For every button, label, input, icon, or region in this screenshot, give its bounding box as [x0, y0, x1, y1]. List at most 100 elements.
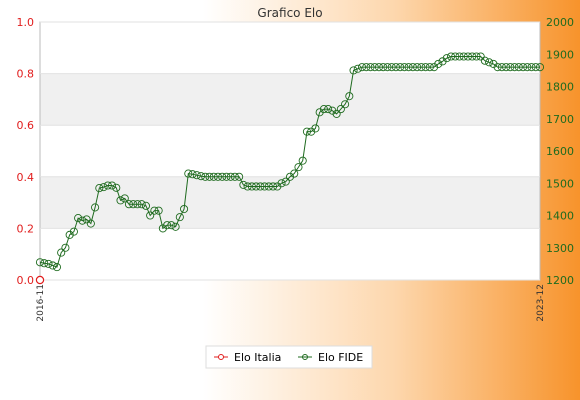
elo-fide-point: [252, 182, 261, 191]
right-tick-label: 1900: [546, 48, 574, 61]
right-tick-label: 1700: [546, 113, 574, 126]
elo-fide-point: [243, 182, 252, 191]
elo-fide-point: [468, 52, 477, 61]
elo-italia-point: [35, 275, 45, 285]
elo-fide-point: [137, 200, 146, 209]
elo-fide-point: [184, 169, 193, 178]
elo-fide-point: [519, 63, 528, 72]
elo-fide-point: [404, 63, 413, 72]
elo-fide-point: [383, 63, 392, 72]
elo-fide-point: [192, 171, 201, 180]
elo-fide-point: [421, 63, 430, 72]
elo-fide-point: [531, 63, 540, 72]
elo-fide-point: [99, 183, 108, 192]
right-tick-label: 2000: [546, 16, 574, 29]
series-elo-italia: [35, 275, 45, 285]
elo-fide-point: [353, 64, 362, 73]
legend-box: [205, 345, 373, 369]
elo-fide-point: [332, 109, 341, 118]
elo-fide-point: [408, 63, 417, 72]
elo-fide-point: [44, 259, 53, 268]
elo-fide-point: [230, 172, 239, 181]
grid-bands: [40, 21, 540, 281]
elo-fide-point: [91, 203, 100, 212]
elo-fide-point: [213, 172, 223, 181]
elo-fide-point: [235, 172, 244, 181]
elo-fide-point: [476, 52, 485, 61]
elo-fide-point: [154, 206, 163, 215]
elo-fide-point: [218, 172, 227, 181]
right-tick-label: 1500: [546, 177, 574, 190]
elo-fide-point: [163, 221, 172, 230]
elo-fide-point: [357, 63, 367, 72]
elo-fide-point: [510, 63, 519, 72]
elo-fide-point: [514, 63, 523, 72]
elo-fide-point: [120, 194, 129, 203]
elo-fide-point: [349, 66, 358, 75]
elo-fide-point: [180, 204, 189, 214]
elo-fide-point: [298, 156, 307, 165]
elo-fide-point: [493, 63, 502, 72]
left-tick-label: 0.0: [17, 274, 35, 287]
elo-fide-point: [362, 63, 371, 72]
elo-fide-point: [239, 180, 248, 189]
elo-fide-point: [523, 63, 532, 72]
elo-fide-point: [391, 63, 400, 72]
elo-fide-point: [387, 63, 396, 72]
elo-fide-point: [146, 211, 155, 220]
elo-fide-point: [209, 172, 218, 181]
plot-area: [39, 21, 541, 281]
elo-fide-point: [434, 59, 443, 68]
elo-fide-point: [277, 179, 286, 188]
elo-fide-point: [535, 63, 545, 72]
elo-fide-point: [78, 216, 87, 225]
plot-background: [39, 21, 541, 281]
legend-entry-label: Elo FIDE: [318, 351, 363, 364]
elo-fide-point: [527, 63, 536, 72]
elo-fide-point: [480, 56, 489, 65]
legend-entry-label: Elo Italia: [234, 351, 281, 364]
x-axis-ticks: 2016-11 2023-12: [36, 284, 546, 322]
elo-fide-point: [175, 213, 184, 222]
elo-fide-line: [39, 56, 540, 268]
elo-fide-point: [370, 63, 379, 72]
left-tick-label: 1.0: [17, 16, 35, 29]
elo-fide-point: [69, 227, 78, 236]
elo-fide-point: [324, 105, 333, 114]
elo-fide-point: [141, 201, 150, 210]
elo-fide-point: [281, 177, 290, 186]
left-tick-label: 0.4: [17, 171, 35, 184]
elo-fide-point: [116, 196, 125, 205]
elo-fide-point: [379, 63, 388, 72]
elo-fide-point: [48, 261, 57, 270]
elo-fide-point: [497, 63, 506, 72]
x-tick-label-last: 2023-12: [536, 284, 546, 322]
x-tick-label-first: 2016-11: [36, 284, 46, 322]
elo-fide-point: [425, 63, 434, 72]
legend: Elo Italia Elo FIDE: [205, 345, 373, 369]
elo-fide-point: [222, 172, 231, 181]
right-tick-label: 1600: [546, 145, 574, 158]
elo-fide-point: [345, 92, 354, 101]
elo-fide-point: [133, 200, 142, 209]
legend-swatch-marker: [302, 354, 308, 360]
right-tick-label: 1800: [546, 81, 574, 94]
left-tick-label: 0.6: [17, 119, 35, 132]
elo-fide-point: [107, 181, 117, 190]
elo-fide-point: [442, 54, 451, 63]
right-axis-ticks: 1200 1300 1400 1500 1600 1700 1800 1900 2000: [546, 16, 574, 287]
elo-fide-point: [341, 100, 350, 109]
elo-fide-point: [472, 52, 481, 61]
elo-fide-point: [302, 127, 311, 136]
elo-fide-point: [188, 170, 197, 179]
elo-fide-point: [226, 172, 235, 181]
elo-fide-point: [400, 63, 409, 72]
elo-fide-point: [124, 200, 134, 209]
elo-fide-point: [57, 248, 66, 257]
elo-fide-point: [294, 163, 303, 172]
elo-fide-point: [311, 124, 320, 133]
elo-fide-point: [451, 52, 460, 61]
elo-fide-point: [290, 169, 299, 178]
elo-fide-point: [269, 182, 278, 191]
